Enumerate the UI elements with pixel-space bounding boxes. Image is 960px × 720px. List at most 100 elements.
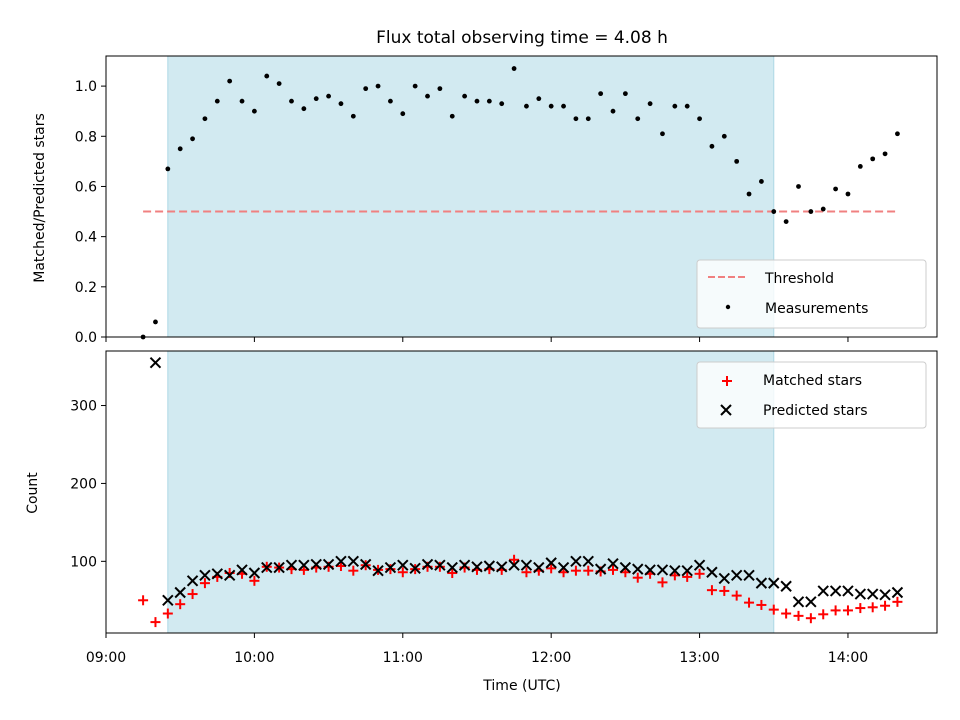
matched-star-point	[867, 602, 878, 613]
predicted-star-point	[335, 555, 347, 568]
bottom-legend-box	[696, 361, 927, 429]
top-x-ticks	[105, 337, 849, 342]
measurement-point	[251, 108, 257, 114]
matched-star-point	[583, 565, 594, 576]
measurement-point	[326, 93, 331, 99]
matched-star-point	[744, 597, 755, 608]
measurement-point	[833, 186, 838, 192]
predicted-star-point	[162, 594, 174, 606]
y-tick-label: 0.6	[75, 179, 97, 195]
measurement-point	[301, 106, 307, 112]
legend-threshold-label: Threshold	[764, 271, 834, 287]
measurement-point	[449, 113, 455, 119]
matched-star-point	[434, 561, 445, 572]
measurement-point	[536, 96, 542, 102]
measurement-point	[783, 219, 789, 224]
matched-star-point	[892, 596, 903, 607]
x-tick-label: 10:00	[234, 650, 274, 666]
predicted-star-point	[508, 559, 520, 571]
matched-star-point	[657, 577, 668, 588]
measurement-point	[598, 91, 604, 97]
measurement-point	[190, 136, 195, 142]
measurement-point	[363, 86, 369, 92]
matched-star-point	[509, 554, 520, 565]
predicted-star-point	[570, 555, 582, 568]
measurement-point	[610, 108, 616, 114]
predicted-star-point	[520, 559, 533, 571]
measurement-point	[412, 83, 418, 89]
top-legend-box	[696, 259, 927, 329]
predicted-star-point	[273, 561, 285, 574]
predicted-star-point	[236, 564, 248, 576]
predicted-star-point	[768, 577, 780, 589]
legend-matched-marker	[722, 376, 732, 386]
predicted-star-point	[891, 586, 904, 599]
measurement-point	[511, 66, 517, 71]
measurement-point	[202, 116, 208, 122]
predicted-star-point	[755, 577, 768, 589]
predicted-star-point	[842, 585, 854, 597]
predicted-star-point	[384, 561, 397, 574]
measurement-point	[660, 131, 665, 137]
measurement-point	[499, 101, 505, 107]
legend-measurements-label: Measurements	[765, 301, 868, 317]
predicted-star-point	[669, 564, 681, 577]
matched-star-point	[818, 609, 829, 620]
x-tick-label: 12:00	[531, 650, 571, 666]
measurement-point	[561, 103, 566, 109]
predicted-star-point	[261, 561, 273, 574]
measurement-point	[350, 113, 356, 119]
matched-star-point	[447, 568, 458, 579]
predicted-star-point	[372, 564, 384, 577]
matched-star-point	[805, 613, 816, 624]
measurement-point	[177, 146, 183, 152]
matched-star-point	[731, 590, 742, 601]
predicted-star-point	[817, 585, 829, 597]
y-tick-label: 1.0	[75, 79, 97, 95]
predicted-star-point	[557, 561, 570, 574]
predicted-star-point	[149, 356, 162, 369]
predicted-star-point	[619, 561, 632, 574]
matched-star-point	[682, 571, 693, 582]
predicted-star-point	[199, 569, 211, 582]
measurement-point	[845, 191, 851, 197]
predicted-star-point	[211, 568, 224, 580]
predicted-star-point	[458, 559, 471, 571]
x-tick-label: 13:00	[679, 650, 719, 666]
count-panel: 100 200 300 09:00 10:00 11:00 12:00 13:00 14:00…	[25, 350, 938, 694]
matched-star-point	[842, 605, 853, 616]
y-tick-label: 0.0	[75, 330, 97, 346]
matched-star-point	[694, 568, 705, 579]
matched-star-point	[397, 567, 408, 578]
predicted-star-point	[533, 561, 545, 574]
measurement-point	[895, 131, 900, 137]
y-tick-label: 100	[70, 554, 97, 570]
ratio-panel: 0.0 0.2 0.4 0.6 0.8 1.0 Matched/Predicted sta…	[32, 55, 938, 346]
predicted-stars-points	[149, 356, 904, 608]
predicted-star-point	[743, 569, 755, 582]
predicted-star-point	[730, 569, 743, 582]
predicted-star-point	[706, 566, 718, 578]
predicted-star-point	[421, 558, 434, 571]
predicted-star-point	[409, 562, 421, 575]
legend-measurements-marker	[725, 304, 731, 310]
measurement-point	[697, 116, 702, 122]
predicted-star-point	[545, 557, 557, 569]
observing-window-band	[167, 55, 775, 338]
predicted-star-point	[594, 563, 607, 575]
legend-matched-label: Matched stars	[763, 373, 862, 389]
bottom-legend: Matched stars Predicted stars	[696, 361, 927, 429]
measurement-point	[808, 209, 814, 214]
matched-star-point	[385, 564, 396, 575]
predicted-star-point	[879, 589, 891, 601]
matched-star-point	[175, 599, 186, 610]
top-legend: Threshold Measurements	[696, 259, 927, 329]
y-tick-label: 0.4	[75, 230, 97, 246]
matched-star-point	[830, 605, 841, 616]
predicted-star-point	[186, 575, 199, 587]
predicted-star-point	[805, 596, 817, 608]
predicted-star-point	[607, 557, 619, 570]
measurement-point	[437, 86, 443, 92]
matched-star-point	[880, 600, 891, 611]
measurement-point	[759, 179, 764, 184]
